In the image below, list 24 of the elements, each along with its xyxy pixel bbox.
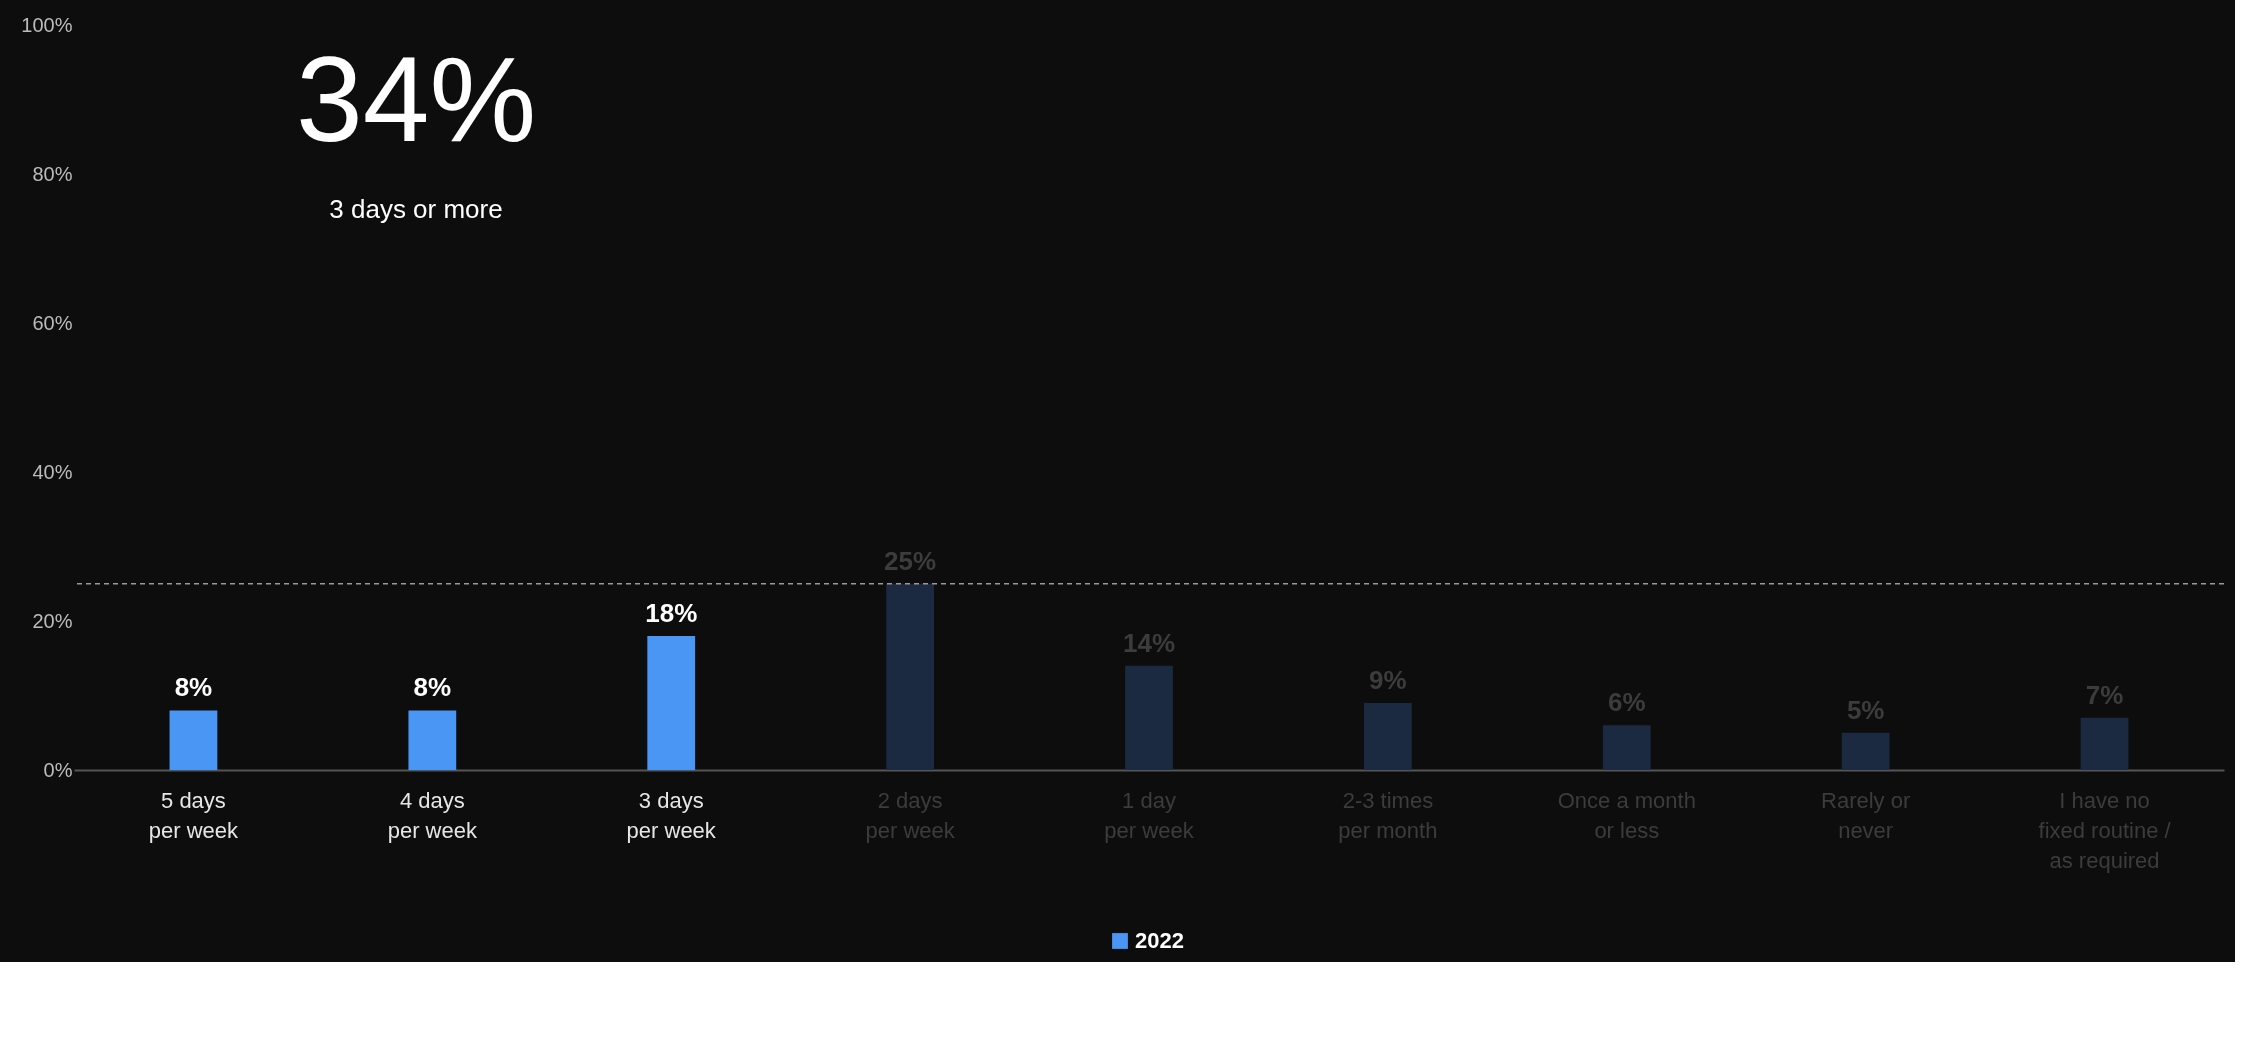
- y-tick-label: 0%: [43, 758, 73, 781]
- bar: [1364, 702, 1412, 770]
- bar: [1602, 725, 1651, 770]
- annotation: 3 days or more: [329, 194, 503, 224]
- x-tick-label: 3 days per week: [626, 787, 717, 843]
- x-tick-label: 5 days per week: [148, 787, 240, 843]
- text: 18%: [645, 597, 698, 628]
- x-tick-label: 4 days per week: [387, 787, 478, 843]
- y-tick-label: 80%: [32, 162, 73, 185]
- bar: [886, 583, 934, 770]
- bar: [1841, 732, 1890, 770]
- bar: [1125, 665, 1173, 770]
- bar: [169, 710, 218, 770]
- legend-label: 2022: [1135, 928, 1184, 953]
- text: 8%: [413, 672, 452, 703]
- annotation: 34%: [295, 32, 537, 166]
- y-tick-label: 100%: [21, 13, 73, 36]
- bar: [2080, 717, 2129, 770]
- y-tick-label: 20%: [32, 609, 73, 632]
- bar: [408, 710, 457, 770]
- text: 8%: [174, 672, 213, 703]
- y-tick-label: 60%: [32, 311, 73, 334]
- bar: [647, 635, 696, 770]
- y-tick-label: 40%: [32, 460, 73, 483]
